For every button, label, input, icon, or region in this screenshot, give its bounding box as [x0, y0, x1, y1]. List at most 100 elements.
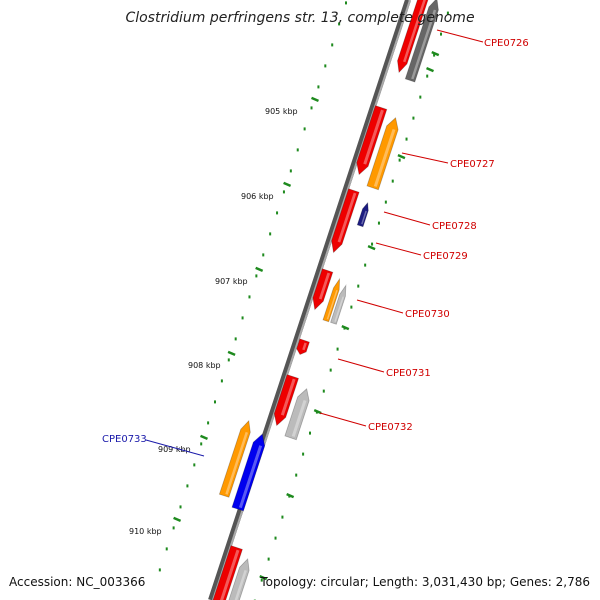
- ruler-dot: [289, 169, 292, 173]
- accession-text: Accession: NC_003366: [9, 575, 146, 589]
- ruler-major-tick: [397, 153, 406, 160]
- ruler-dot: [419, 95, 422, 99]
- gene-cpe0727-highlight: [373, 128, 396, 187]
- gene-cpe0728-highlight: [361, 210, 367, 225]
- misc-cpe0732-highlight: [291, 399, 307, 437]
- leader-cpe0728: [383, 211, 431, 226]
- cds-cpe0727-highlight: [363, 109, 384, 165]
- leader-cpe0729: [375, 242, 422, 256]
- gene-label-cpe0732: CPE0732: [368, 422, 413, 433]
- topology-text: Topology: circular; Length: 3,031,430 bp…: [260, 575, 590, 589]
- ruler-major-tick: [310, 96, 319, 103]
- ruler-major-tick: [283, 181, 292, 188]
- leader-cpe0726: [436, 29, 484, 43]
- gene-cpe0733-highlight: [225, 431, 249, 495]
- ruler-major-tick: [255, 266, 264, 273]
- ruler-dot: [324, 64, 327, 68]
- gene-cpe0726: [404, 0, 439, 83]
- gene-cpe0727: [366, 117, 399, 191]
- ruler-dot: [371, 242, 374, 246]
- cds-cpe0730-highlight: [318, 272, 331, 300]
- ruler-dot: [303, 127, 306, 131]
- ruler-dot: [405, 137, 408, 141]
- ruler-dot: [158, 568, 161, 572]
- cds-cpe0731-highlight: [302, 342, 307, 351]
- ruler-label-906: 906 kbp: [241, 192, 274, 201]
- cds-cpe0732-highlight: [280, 378, 296, 416]
- ruler-major-tick: [200, 434, 208, 441]
- gene-cpe0730: [322, 277, 341, 323]
- cds-cpe0731: [296, 338, 310, 356]
- gene-labels: CPE0726 CPE0727 CPE0728 CPE0729 CPE0730 …: [102, 38, 529, 445]
- gene-cpe0730-highlight: [326, 289, 338, 320]
- ruler-dot: [398, 158, 401, 162]
- cds-cpe0727: [356, 105, 388, 176]
- ruler-label-910: 910 kbp: [129, 527, 162, 536]
- ruler-dot: [269, 232, 272, 236]
- gene-label-cpe0726: CPE0726: [484, 38, 529, 49]
- ruler-major-tick: [227, 350, 236, 357]
- ruler-dot: [220, 379, 223, 383]
- ruler-dot: [296, 148, 299, 152]
- ruler-major-tick: [286, 492, 295, 499]
- ruler-dot: [282, 190, 285, 194]
- gene-label-cpe0729: CPE0729: [423, 251, 468, 262]
- cds-cpe0730: [312, 268, 334, 311]
- ruler-dot: [310, 106, 313, 110]
- ruler-dot: [281, 515, 284, 519]
- ruler-dot: [440, 32, 443, 36]
- ruler-dot: [317, 85, 320, 89]
- gene-label-cpe0727: CPE0727: [450, 159, 495, 170]
- ruler-dot: [357, 284, 360, 288]
- misc-cpe0732: [284, 388, 310, 441]
- ruler-dot: [295, 473, 298, 477]
- misc-cpe0734-highlight: [234, 570, 247, 600]
- ruler-dot: [267, 557, 270, 561]
- ruler-dot: [274, 536, 277, 540]
- ruler-dot: [322, 389, 325, 393]
- ruler-dot: [338, 22, 341, 26]
- gene-label-cpe0731: CPE0731: [386, 368, 431, 379]
- gene-label-cpe0730: CPE0730: [405, 309, 450, 320]
- ruler-major-tick: [341, 324, 350, 331]
- ruler-major-tick: [367, 244, 376, 251]
- leader-cpe0731: [337, 358, 385, 373]
- ruler-dot: [364, 263, 367, 267]
- ruler-dot: [262, 253, 265, 257]
- ruler-labels: 905 kbp 906 kbp 907 kbp 908 kbp 909 kbp …: [129, 107, 298, 536]
- misc-cpe0730-highlight: [334, 296, 344, 322]
- ruler-dot: [241, 316, 244, 320]
- ruler-label-909: 909 kbp: [158, 445, 191, 454]
- cds-cpe0734: [212, 545, 243, 600]
- ruler-dot: [391, 179, 394, 183]
- ruler-dot: [384, 200, 387, 204]
- ruler-dot: [193, 463, 196, 467]
- ruler-dot: [227, 358, 230, 362]
- ruler-dot: [213, 400, 216, 404]
- cds-cpe0726: [397, 0, 429, 74]
- ruler-dot: [377, 221, 380, 225]
- ruler-label-907: 907 kbp: [215, 277, 248, 286]
- leader-cpe0732: [319, 412, 367, 427]
- ruler-dot: [207, 421, 210, 425]
- ruler-dot: [248, 295, 251, 299]
- ruler-dot: [331, 43, 334, 47]
- cds-cpe0734-highlight: [220, 549, 240, 600]
- ruler-label-908: 908 kbp: [188, 361, 221, 370]
- ruler-major-tick: [426, 66, 435, 73]
- ruler-dot: [186, 484, 189, 488]
- leader-cpe0727: [401, 152, 449, 164]
- ruler-dot: [172, 526, 175, 530]
- gene-cpe0733: [218, 419, 251, 498]
- ruler-dot: [344, 1, 347, 5]
- ruler-dot: [412, 116, 415, 120]
- ruler-dot: [276, 211, 279, 215]
- ruler-dot: [329, 368, 332, 372]
- ruler-dot: [234, 337, 237, 341]
- gene-cpe0726-highlight: [411, 9, 437, 80]
- ruler-dot: [165, 547, 168, 551]
- gene-label-cpe0733: CPE0733: [102, 434, 147, 445]
- cds-cpe0726-highlight: [403, 0, 426, 63]
- ruler-major-tick: [173, 516, 182, 523]
- ruler-dot: [302, 452, 305, 456]
